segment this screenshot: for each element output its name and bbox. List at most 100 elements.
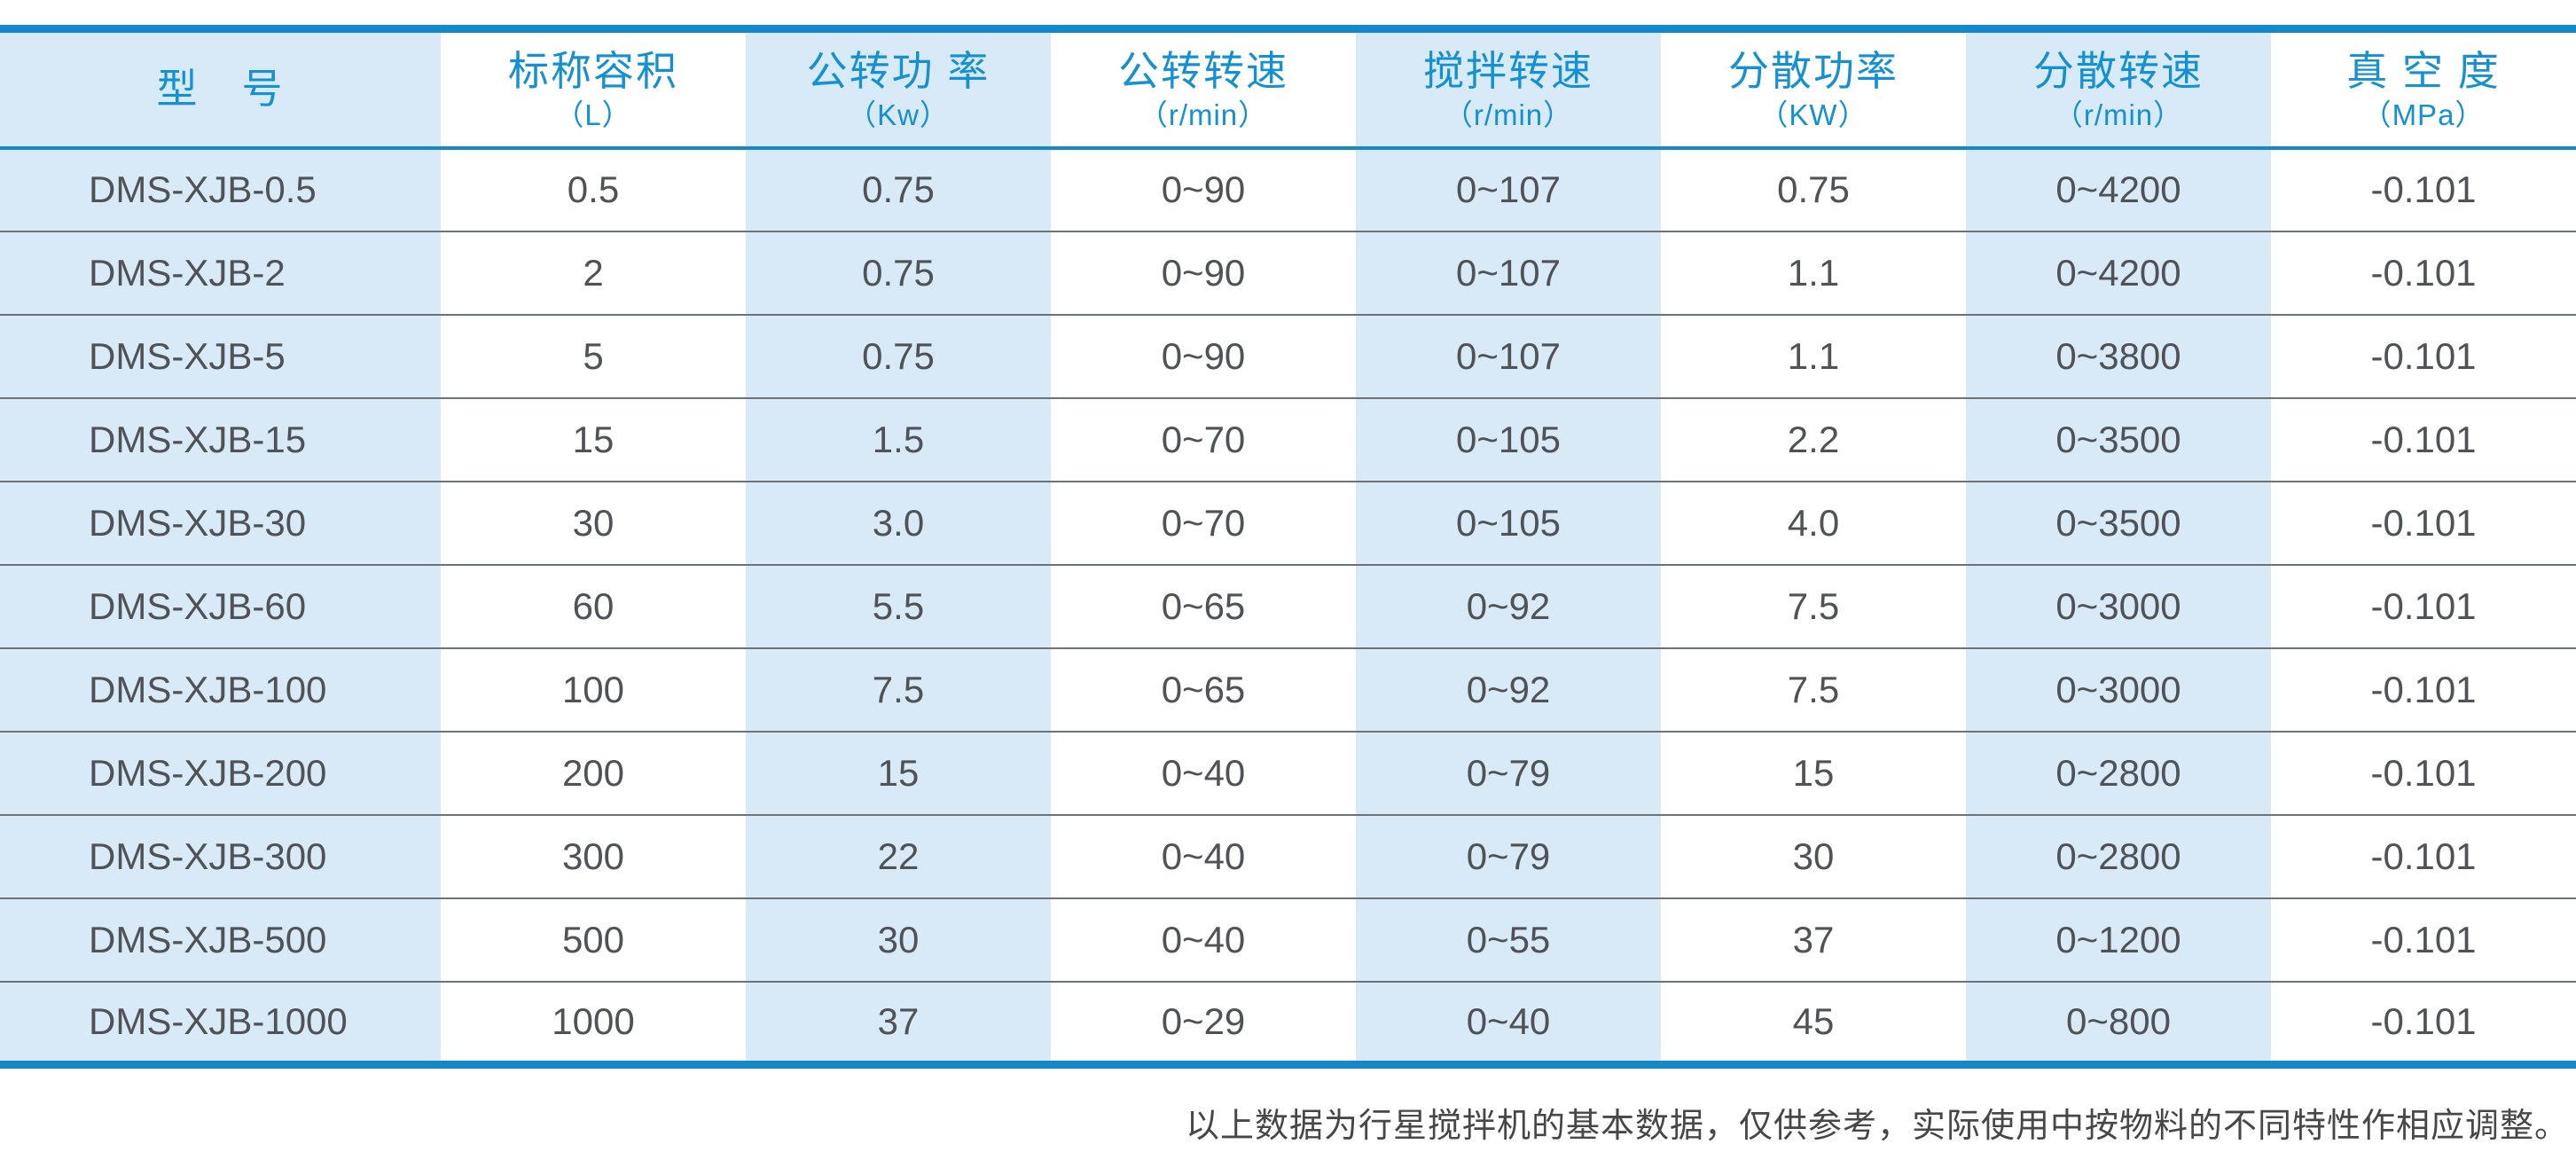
column-title: 分散转速: [2033, 48, 2204, 95]
column-header-4: 搅拌转速 （r/min）: [1356, 28, 1661, 150]
value-cell: 0~92: [1356, 563, 1661, 648]
table-row: DMS-XJB-200 200 15 0~40 0~79 15 0~2800 -0.101: [0, 730, 2576, 815]
value-cell: 0~29: [1051, 980, 1356, 1065]
table-row: DMS-XJB-30 30 3.0 0~70 0~105 4.0 0~3500 -0.101: [0, 480, 2576, 565]
model-cell: DMS-XJB-500: [0, 897, 441, 982]
value-cell: 45: [1661, 980, 1966, 1065]
table-footnote: 以上数据为行星搅拌机的基本数据，仅供参考，实际使用中按物料的不同特性作相应调整。: [1185, 1106, 2569, 1145]
value-cell: 0~55: [1356, 897, 1661, 982]
value-cell: 37: [746, 980, 1051, 1065]
column-unit: （Kw）: [847, 98, 950, 131]
value-cell: 0~105: [1356, 396, 1661, 482]
value-cell: -0.101: [2271, 147, 2576, 231]
value-cell: 0~40: [1051, 813, 1356, 898]
value-cell: 0~1200: [1966, 897, 2271, 982]
value-cell: 0~107: [1356, 147, 1661, 231]
planetary-mixer-spec-table: 型 号标称容积 （L） 公转功 率（Kw） 公转转速 （r/min） 搅拌转速 （r/min…: [0, 25, 2576, 1069]
table-row: DMS-XJB-5 5 0.75 0~90 0~107 1.1 0~3800 -0.101: [0, 313, 2576, 398]
column-header-6: 分散转速 （r/min）: [1966, 28, 2271, 150]
value-cell: 2: [441, 230, 746, 315]
model-cell: DMS-XJB-200: [0, 730, 441, 815]
table-row: DMS-XJB-1000 1000 37 0~29 0~40 45 0~800 -0.101: [0, 980, 2576, 1065]
value-cell: -0.101: [2271, 647, 2576, 732]
value-cell: 100: [441, 647, 746, 732]
value-cell: 7.5: [1661, 647, 1966, 732]
value-cell: 5.5: [746, 563, 1051, 648]
value-cell: 500: [441, 897, 746, 982]
value-cell: 2.2: [1661, 396, 1966, 482]
model-cell: DMS-XJB-30: [0, 480, 441, 565]
value-cell: 0~90: [1051, 313, 1356, 398]
value-cell: 0~40: [1051, 730, 1356, 815]
value-cell: 4.0: [1661, 480, 1966, 565]
value-cell: 15: [441, 396, 746, 482]
column-header-0: 型 号: [0, 28, 441, 150]
column-title: 分散功率: [1728, 48, 1899, 95]
value-cell: 0~79: [1356, 730, 1661, 815]
value-cell: 0~3000: [1966, 563, 2271, 648]
value-cell: -0.101: [2271, 480, 2576, 565]
value-cell: 1.5: [746, 396, 1051, 482]
value-cell: 3.0: [746, 480, 1051, 565]
table-row: DMS-XJB-0.5 0.5 0.75 0~90 0~107 0.75 0~4200 -0.…: [0, 147, 2576, 231]
value-cell: 0~79: [1356, 813, 1661, 898]
table-row: DMS-XJB-500 500 30 0~40 0~55 37 0~1200 -0.101: [0, 897, 2576, 982]
value-cell: 7.5: [746, 647, 1051, 732]
value-cell: 0~3800: [1966, 313, 2271, 398]
value-cell: 0~40: [1356, 980, 1661, 1065]
value-cell: -0.101: [2271, 730, 2576, 815]
model-cell: DMS-XJB-5: [0, 313, 441, 398]
value-cell: 30: [441, 480, 746, 565]
value-cell: -0.101: [2271, 563, 2576, 648]
column-unit: （r/min）: [1443, 98, 1574, 131]
column-header-7: 真 空 度（MPa）: [2271, 28, 2576, 150]
value-cell: 15: [746, 730, 1051, 815]
value-cell: 0~3500: [1966, 396, 2271, 482]
table-row: DMS-XJB-15 15 1.5 0~70 0~105 2.2 0~3500 -0.101: [0, 396, 2576, 482]
value-cell: 0~70: [1051, 480, 1356, 565]
value-cell: 7.5: [1661, 563, 1966, 648]
value-cell: 0~3000: [1966, 647, 2271, 732]
value-cell: 0~90: [1051, 230, 1356, 315]
table-row: DMS-XJB-300 300 22 0~40 0~79 30 0~2800 -0.101: [0, 813, 2576, 898]
value-cell: 0~2800: [1966, 813, 2271, 898]
column-unit: （r/min）: [1138, 98, 1269, 131]
table-row: DMS-XJB-60 60 5.5 0~65 0~92 7.5 0~3000 -0.101: [0, 563, 2576, 648]
column-title: 公转转速: [1118, 48, 1288, 95]
column-header-3: 公转转速 （r/min）: [1051, 28, 1356, 150]
value-cell: -0.101: [2271, 897, 2576, 982]
table-header-row: 型 号标称容积 （L） 公转功 率（Kw） 公转转速 （r/min） 搅拌转速 （r/min…: [0, 28, 2576, 150]
model-cell: DMS-XJB-300: [0, 813, 441, 898]
value-cell: 37: [1661, 897, 1966, 982]
value-cell: 0.75: [746, 313, 1051, 398]
value-cell: 0~800: [1966, 980, 2271, 1065]
value-cell: 0~40: [1051, 897, 1356, 982]
value-cell: 0~90: [1051, 147, 1356, 231]
value-cell: 0~65: [1051, 563, 1356, 648]
column-unit: （L）: [554, 98, 632, 131]
column-unit: （KW）: [1758, 98, 1868, 131]
value-cell: 0.75: [746, 147, 1051, 231]
value-cell: 0.75: [746, 230, 1051, 315]
value-cell: 22: [746, 813, 1051, 898]
column-title: 搅拌转速: [1423, 48, 1593, 95]
value-cell: -0.101: [2271, 230, 2576, 315]
value-cell: 0.5: [441, 147, 746, 231]
value-cell: 300: [441, 813, 746, 898]
value-cell: 0~4200: [1966, 147, 2271, 231]
value-cell: 5: [441, 313, 746, 398]
value-cell: 0~65: [1051, 647, 1356, 732]
column-title: 真 空 度: [2346, 48, 2501, 95]
column-header-1: 标称容积 （L）: [441, 28, 746, 150]
column-title: 公转功 率: [806, 48, 990, 95]
model-cell: DMS-XJB-60: [0, 563, 441, 648]
value-cell: 30: [746, 897, 1051, 982]
value-cell: -0.101: [2271, 396, 2576, 482]
value-cell: 15: [1661, 730, 1966, 815]
value-cell: -0.101: [2271, 813, 2576, 898]
value-cell: 0~107: [1356, 313, 1661, 398]
value-cell: 60: [441, 563, 746, 648]
value-cell: 1.1: [1661, 313, 1966, 398]
model-cell: DMS-XJB-100: [0, 647, 441, 732]
